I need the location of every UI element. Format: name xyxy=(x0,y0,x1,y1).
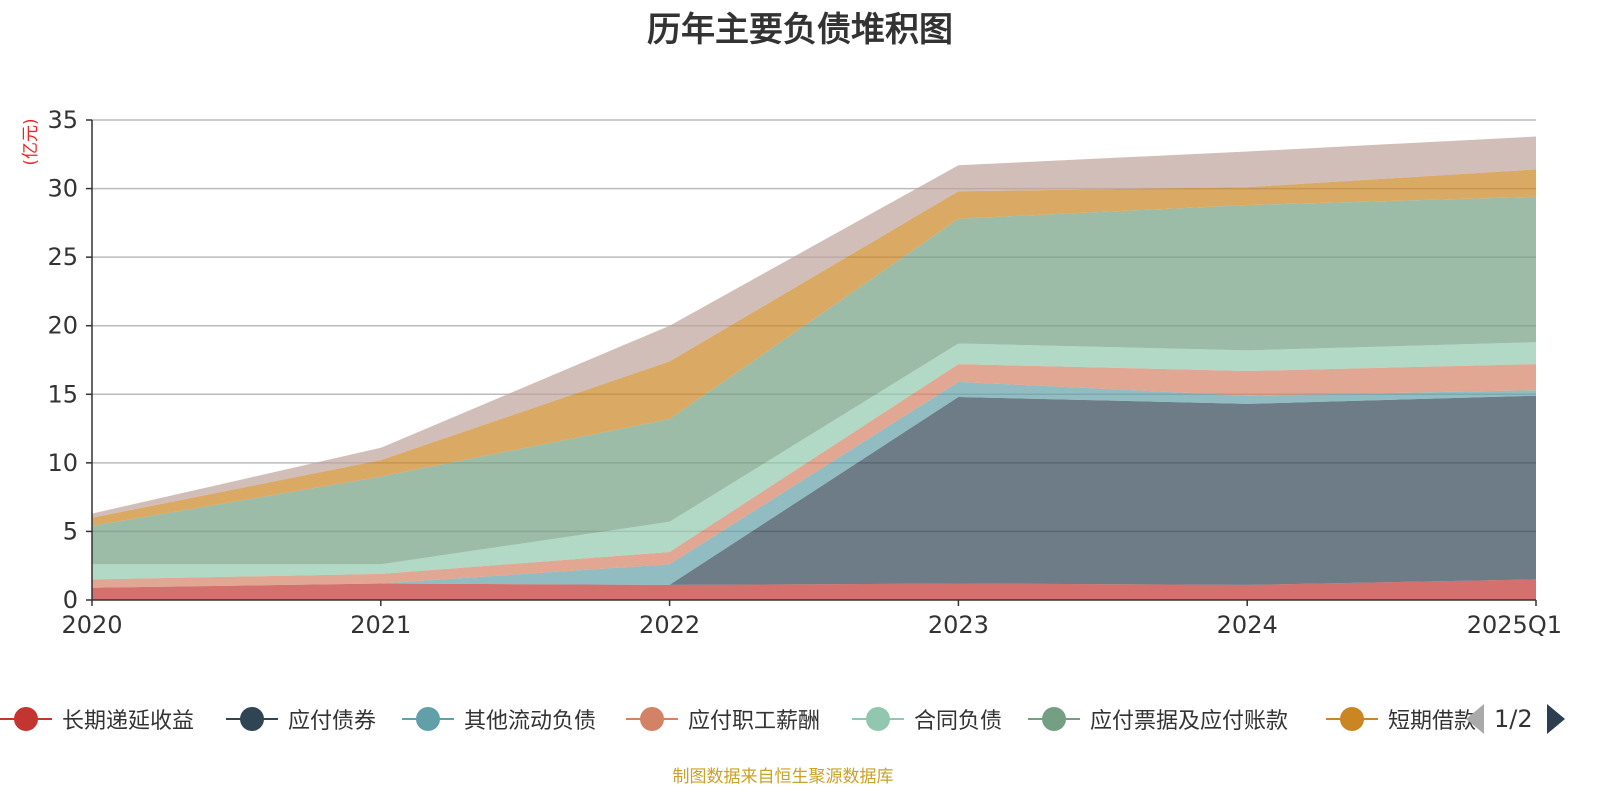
legend-item[interactable]: 应付票据及应付账款 xyxy=(1028,700,1288,738)
y-axis-unit-label: (亿元) xyxy=(21,118,41,165)
legend-marker-icon xyxy=(852,704,904,734)
legend-item[interactable]: 合同负债 xyxy=(852,700,1002,738)
legend-label: 应付票据及应付账款 xyxy=(1090,709,1289,734)
legend-item[interactable]: 其他流动负债 xyxy=(402,700,596,738)
legend-pager: 1/2 xyxy=(1466,700,1565,738)
x-tick-label: 2024 xyxy=(1217,611,1278,639)
legend-label: 应付职工薪酬 xyxy=(688,709,821,734)
x-tick-label: 2025Q1 xyxy=(1467,611,1562,639)
y-tick-label: 35 xyxy=(47,106,78,134)
area-series-1[interactable] xyxy=(92,395,1536,588)
legend-marker-icon xyxy=(0,704,52,734)
legend-marker-icon xyxy=(1028,704,1080,734)
x-tick-label: 2020 xyxy=(61,611,122,639)
legend-item[interactable]: 短期借款 xyxy=(1326,700,1476,738)
stacked-areas xyxy=(92,136,1536,600)
legend-marker-icon xyxy=(226,704,278,734)
legend-marker-icon xyxy=(402,704,454,734)
y-tick-label: 15 xyxy=(47,380,78,408)
legend-prev-page-icon[interactable] xyxy=(1466,704,1484,734)
x-tick-label: 2021 xyxy=(350,611,411,639)
y-tick-label: 30 xyxy=(47,175,78,203)
y-tick-label: 5 xyxy=(63,517,78,545)
axes: 0 5 10 15 20 25 30 35 2020 2021 2022 2023 2024 2025Q1 xyxy=(47,106,1562,639)
chart-area: (亿元) 0 5 10 15 20 25 30 35 2020 2021 2022 2023 2024 2… xyxy=(21,106,1562,639)
legend-item[interactable]: 应付职工薪酬 xyxy=(626,700,820,738)
chart-title: 历年主要负债堆积图 xyxy=(647,10,953,50)
legend-marker-icon xyxy=(626,704,678,734)
x-tick-label: 2023 xyxy=(928,611,989,639)
area-series-0[interactable] xyxy=(92,579,1536,600)
area-series-2[interactable] xyxy=(92,381,1536,588)
y-tick-label: 10 xyxy=(47,449,78,477)
legend-label: 其他流动负债 xyxy=(464,709,597,734)
source-note: 制图数据来自恒生聚源数据库 xyxy=(672,767,894,787)
legend-label: 合同负债 xyxy=(914,709,1003,734)
area-series-3[interactable] xyxy=(92,364,1536,588)
legend-item[interactable]: 长期递延收益 xyxy=(0,700,194,738)
legend-item[interactable]: 应付债券 xyxy=(226,700,376,738)
y-tick-label: 20 xyxy=(47,312,78,340)
legend-marker-icon xyxy=(1326,704,1378,734)
legend-label: 短期借款 xyxy=(1388,709,1477,734)
legend-next-page-icon[interactable] xyxy=(1546,704,1565,734)
legend-label: 长期递延收益 xyxy=(62,709,195,734)
legend-page-indicator: 1/2 xyxy=(1494,705,1533,733)
area-series-5[interactable] xyxy=(92,196,1536,565)
area-series-6[interactable] xyxy=(92,169,1536,526)
legend-label: 应付债券 xyxy=(288,709,377,734)
y-tick-label: 25 xyxy=(47,243,78,271)
y-tick-label: 0 xyxy=(63,586,78,614)
x-tick-label: 2022 xyxy=(639,611,700,639)
area-series-4[interactable] xyxy=(92,342,1536,580)
legend: 长期递延收益 应付债券 其他流动负债 应付职工薪酬 合同负债 应付票据及应付账款 短期借款 xyxy=(0,700,1600,738)
area-series-7[interactable] xyxy=(92,136,1536,518)
